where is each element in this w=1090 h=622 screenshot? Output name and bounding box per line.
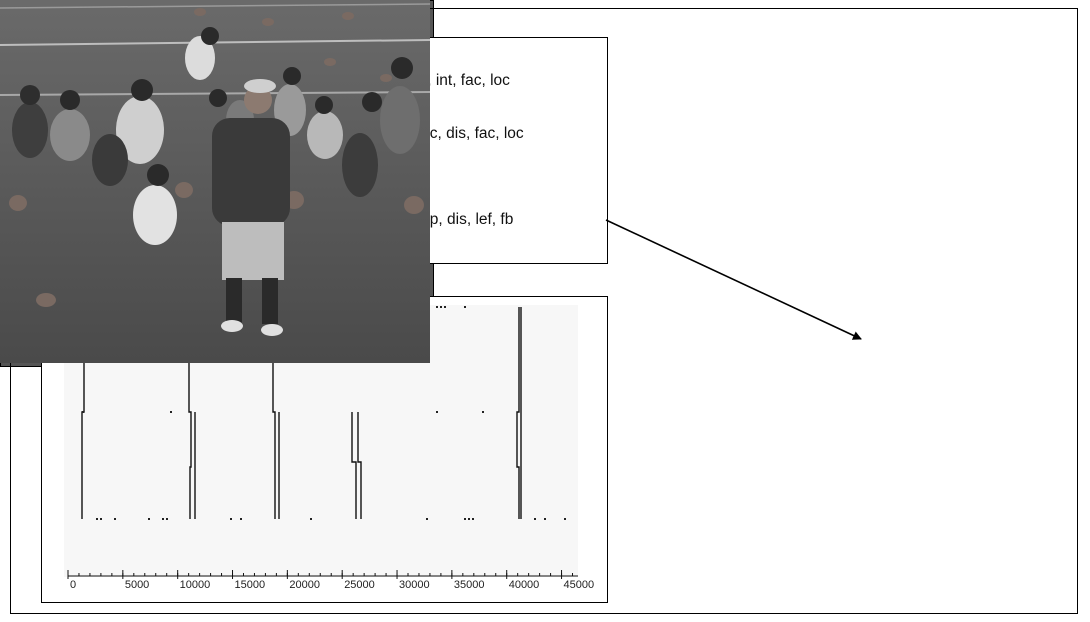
timeline-tick-label: 25000 (344, 579, 375, 591)
timeline-event-dot (170, 411, 172, 413)
timeline-tick-labels: 0 5000 10000 15000 20000 25000 30000 35000 40000… (70, 579, 594, 591)
child-head (60, 90, 80, 110)
timeline-event-line (351, 412, 357, 519)
timeline-event-dot (100, 518, 102, 520)
child (380, 86, 420, 154)
court-line (0, 3, 430, 9)
timeline-event-line (357, 412, 362, 519)
timeline-tick-label: 0 (70, 579, 76, 591)
timeline-tick-label: 20000 (289, 579, 320, 591)
timeline-event-dot (468, 518, 470, 520)
timeline-tick-label: 35000 (454, 579, 485, 591)
adult-head (244, 86, 272, 114)
adult-shirt (212, 118, 290, 226)
timeline-event-dot (96, 518, 98, 520)
adult-leg (262, 278, 278, 324)
timeline-event-dot (310, 518, 312, 520)
timeline-event-dot (426, 518, 428, 520)
timeline-event-dot (564, 518, 566, 520)
child-head (315, 96, 333, 114)
adult-shoe (221, 320, 243, 332)
timeline-event-dot (464, 306, 466, 308)
timeline-event-dot (162, 518, 164, 520)
ball (194, 8, 206, 16)
timeline-tick-label: 5000 (125, 579, 149, 591)
child-head (20, 85, 40, 105)
ball (262, 18, 274, 26)
timeline-event-dot (464, 518, 466, 520)
ball (9, 195, 27, 211)
timeline-event-dot (482, 411, 484, 413)
timeline-event-dot (114, 518, 116, 520)
timeline-event-dot (230, 518, 232, 520)
child (133, 185, 177, 245)
child (307, 111, 343, 159)
child (12, 102, 48, 158)
child (50, 109, 90, 161)
ball (324, 58, 336, 66)
child-head (283, 67, 301, 85)
adult-cap (244, 79, 276, 93)
timeline-event-dot (148, 518, 150, 520)
timeline-event-dot (82, 411, 84, 413)
ball (380, 74, 392, 82)
adult-leg (226, 278, 242, 324)
playground-photo (0, 0, 434, 367)
timeline-tick-label: 45000 (564, 579, 595, 591)
photo-scene (0, 0, 430, 363)
adult-shorts (222, 222, 284, 280)
timeline-event-dot (240, 518, 242, 520)
timeline-event-dot (444, 306, 446, 308)
child (92, 134, 128, 186)
timeline-event-dot (436, 411, 438, 413)
child (185, 36, 215, 80)
timeline-tick-label: 10000 (180, 579, 211, 591)
timeline-event-line (188, 307, 192, 519)
timeline-event-dot (166, 518, 168, 520)
timeline-x-axis (67, 570, 578, 579)
child-head (201, 27, 219, 45)
child (342, 133, 378, 197)
children-group (12, 27, 420, 245)
ball (342, 12, 354, 20)
balls (9, 8, 424, 307)
child-head (147, 164, 169, 186)
child-head (362, 92, 382, 112)
ball (404, 196, 424, 214)
timeline-event-dot (436, 306, 438, 308)
timeline-tick-label: 30000 (399, 579, 430, 591)
timeline-event-dot (472, 518, 474, 520)
adult-shoe (261, 324, 283, 336)
ball (36, 293, 56, 307)
timeline-tick-label: 15000 (235, 579, 266, 591)
child-head (391, 57, 413, 79)
timeline-event-dot (534, 518, 536, 520)
timeline-event-dot (440, 306, 442, 308)
adult-figure (212, 79, 290, 336)
timeline-event-dot (544, 518, 546, 520)
child (116, 96, 164, 164)
child-head (131, 79, 153, 101)
timeline-tick-label: 40000 (509, 579, 540, 591)
timeline-event-line (516, 307, 520, 519)
ball (175, 182, 193, 198)
child-head (209, 89, 227, 107)
